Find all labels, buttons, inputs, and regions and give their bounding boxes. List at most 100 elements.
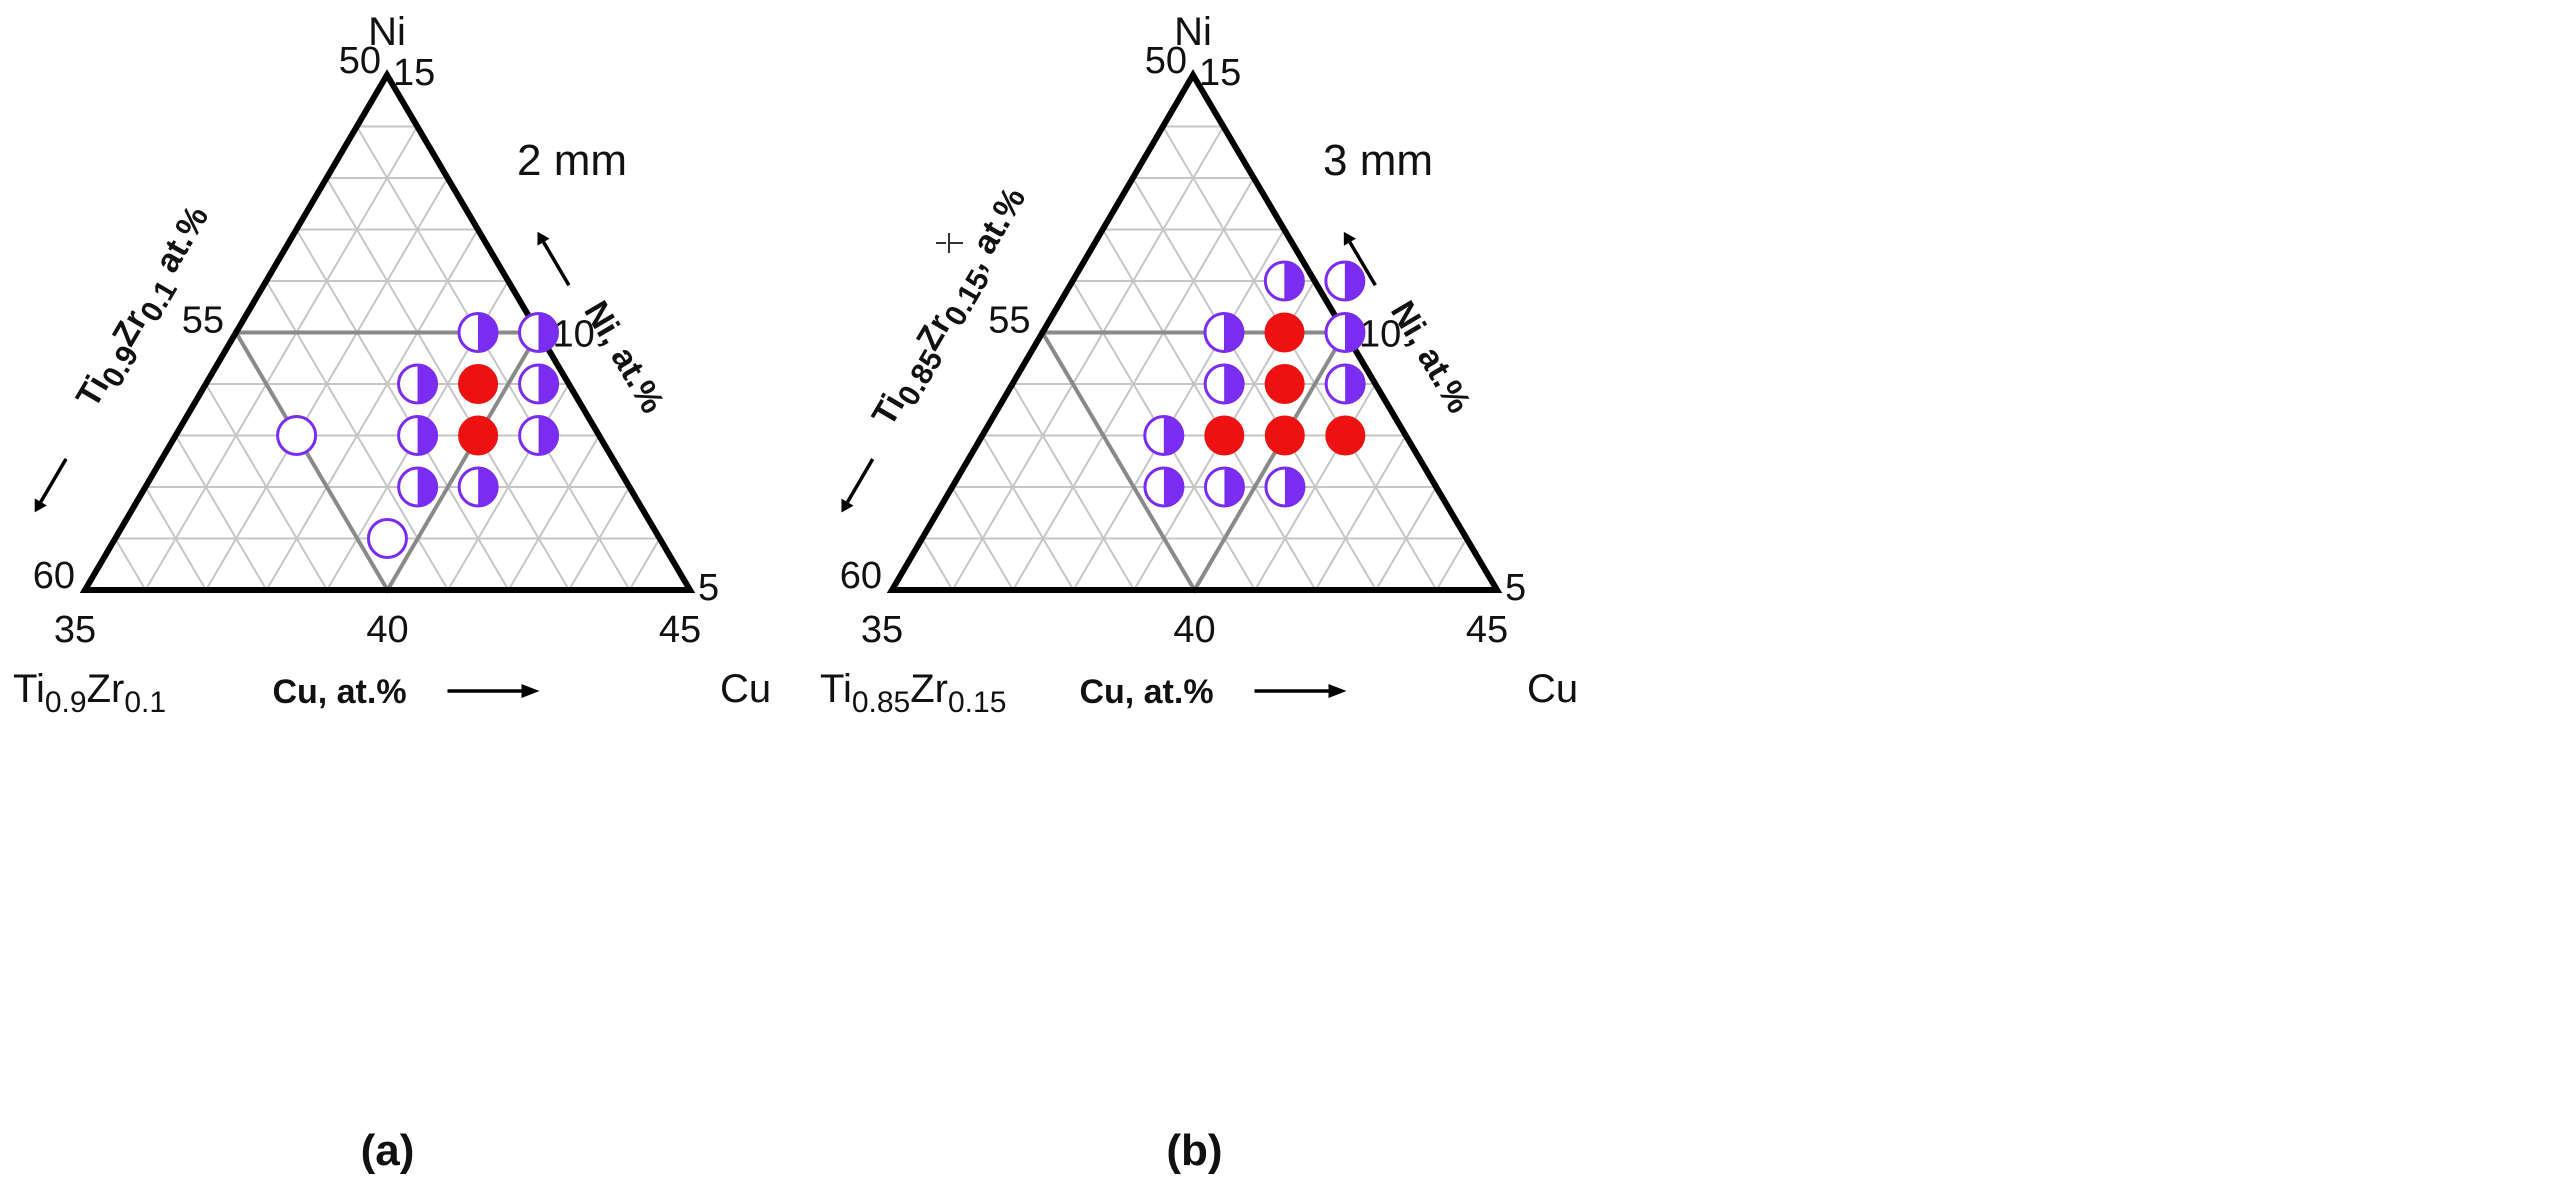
grid-line-tizr	[981, 434, 1075, 591]
data-point-partial	[1203, 466, 1245, 508]
point-half-fill	[478, 313, 497, 352]
point-half-fill	[1163, 416, 1183, 455]
grid-line-tizr	[1011, 383, 1135, 591]
arrow-cu-head	[1328, 684, 1347, 698]
point-half-fill	[1284, 468, 1304, 506]
panel-label: (b)	[1166, 1126, 1222, 1175]
crosshair-cursor	[936, 233, 963, 253]
corner-ti-sub: 0.85	[852, 686, 910, 719]
arrow-cu-head	[521, 684, 540, 698]
point-fill	[1264, 312, 1305, 353]
point-half-fill	[417, 365, 437, 403]
grid-line-cu	[507, 434, 600, 591]
tick-left-mid: 55	[182, 300, 224, 342]
data-point-partial	[1143, 415, 1185, 456]
point-fill	[1204, 415, 1245, 456]
point-fill	[458, 364, 499, 404]
grid-line-cu	[1435, 537, 1468, 591]
tick-right-bottom: 5	[698, 567, 719, 609]
point-half-fill	[1284, 262, 1304, 300]
data-point-partial	[1324, 312, 1366, 353]
point-half-fill	[1224, 365, 1244, 403]
grid-line-tizr	[1162, 125, 1438, 591]
data-point-partial	[457, 466, 499, 508]
axis-title-ni: Ni, at.%	[577, 295, 672, 420]
tick-right-mid: 10	[1359, 314, 1401, 356]
data-point-partial	[397, 363, 439, 405]
grid-line-cu	[265, 228, 479, 591]
tick-bottom-left: 35	[54, 609, 96, 651]
arrow-ni-head	[537, 231, 550, 246]
tick-left-bottom: 60	[33, 555, 75, 597]
point-ring	[366, 518, 408, 559]
point-fill	[1325, 415, 1366, 456]
data-point-partial	[1203, 312, 1245, 353]
grid-line-tizr	[921, 537, 954, 591]
data-point-partial	[397, 415, 439, 456]
data-point-partial	[457, 312, 499, 353]
data-point-partial	[397, 466, 439, 508]
point-half-fill	[1345, 313, 1364, 352]
data-point-partial	[518, 312, 559, 353]
data-point-partial	[1324, 363, 1366, 405]
tick-left-top: 50	[339, 40, 381, 82]
corner-label-cu: Cu	[1527, 667, 1578, 711]
tick-right-bottom: 5	[1505, 567, 1526, 609]
panel-label: (a)	[361, 1126, 415, 1175]
data-point-partial	[1263, 260, 1305, 302]
tick-bottom-mid: 40	[366, 609, 408, 651]
data-point-glassy	[1264, 364, 1305, 404]
grid-line-cu	[1072, 228, 1286, 591]
grid-line-tizr	[1101, 228, 1317, 591]
point-ring	[276, 415, 318, 456]
arrow-tizr-line	[39, 457, 68, 503]
grid-line-tizr	[174, 434, 268, 591]
point-half-fill	[478, 468, 498, 506]
axis-at: at.%	[143, 199, 216, 287]
point-fill	[1264, 415, 1305, 456]
data-point-crystalline	[276, 415, 318, 456]
data-point-glassy	[1325, 415, 1366, 456]
data-point-partial	[518, 415, 560, 456]
corner-ti: Ti	[820, 667, 852, 711]
grid-line-tizr	[951, 486, 1014, 591]
grid-line-cu	[628, 537, 661, 591]
point-fill	[458, 415, 499, 456]
data-point-partial	[1143, 466, 1185, 508]
ternary-panel-b: Ni Ti0.85Zr0.15 Cu 50 15 55 10 60 5 35 40 45 Cu, at.…	[820, 10, 1578, 1175]
data-point-glassy	[1264, 312, 1305, 353]
axis-title-ni: Ni, at.%	[1383, 295, 1478, 420]
grid-line-cu	[144, 125, 419, 591]
data-points	[1143, 260, 1366, 508]
data-point-partial	[1324, 260, 1366, 302]
tick-bottom-right: 45	[659, 609, 701, 651]
tick-bottom-left: 35	[861, 609, 903, 651]
corner-zr-sub: 0.15	[948, 686, 1006, 719]
arrow-tizr-line	[845, 458, 875, 504]
tick-bottom-right: 45	[1466, 609, 1508, 651]
ternary-panel-a: Ni Ti0.9Zr0.1 Cu 50 15 55 10 60 5 35 40 45 Cu, at.% N…	[13, 10, 771, 1175]
corner-zr: Zr	[910, 667, 948, 711]
grid-line-cu	[1314, 434, 1407, 591]
data-point-glassy	[458, 364, 499, 404]
point-half-fill	[1224, 313, 1243, 352]
data-point-glassy	[1264, 415, 1305, 456]
point-fill	[1264, 364, 1305, 404]
point-half-fill	[1345, 365, 1365, 403]
axis-title-cu: Cu, at.%	[1079, 673, 1213, 711]
data-point-glassy	[1204, 415, 1245, 456]
point-half-fill	[1163, 468, 1183, 506]
tick-bottom-mid: 40	[1173, 609, 1215, 651]
medial-triangle	[232, 330, 542, 594]
grid-line-cu	[1375, 486, 1438, 591]
tick-left-bottom: 60	[840, 555, 882, 597]
corner-label-ni: Ni	[368, 10, 406, 54]
point-half-fill	[538, 313, 558, 352]
tick-left-mid: 55	[988, 300, 1030, 342]
grid-line-tizr	[204, 383, 328, 591]
corner-zr: Zr	[87, 667, 125, 711]
grid-line-cu	[568, 486, 631, 591]
point-half-fill	[1224, 468, 1244, 506]
